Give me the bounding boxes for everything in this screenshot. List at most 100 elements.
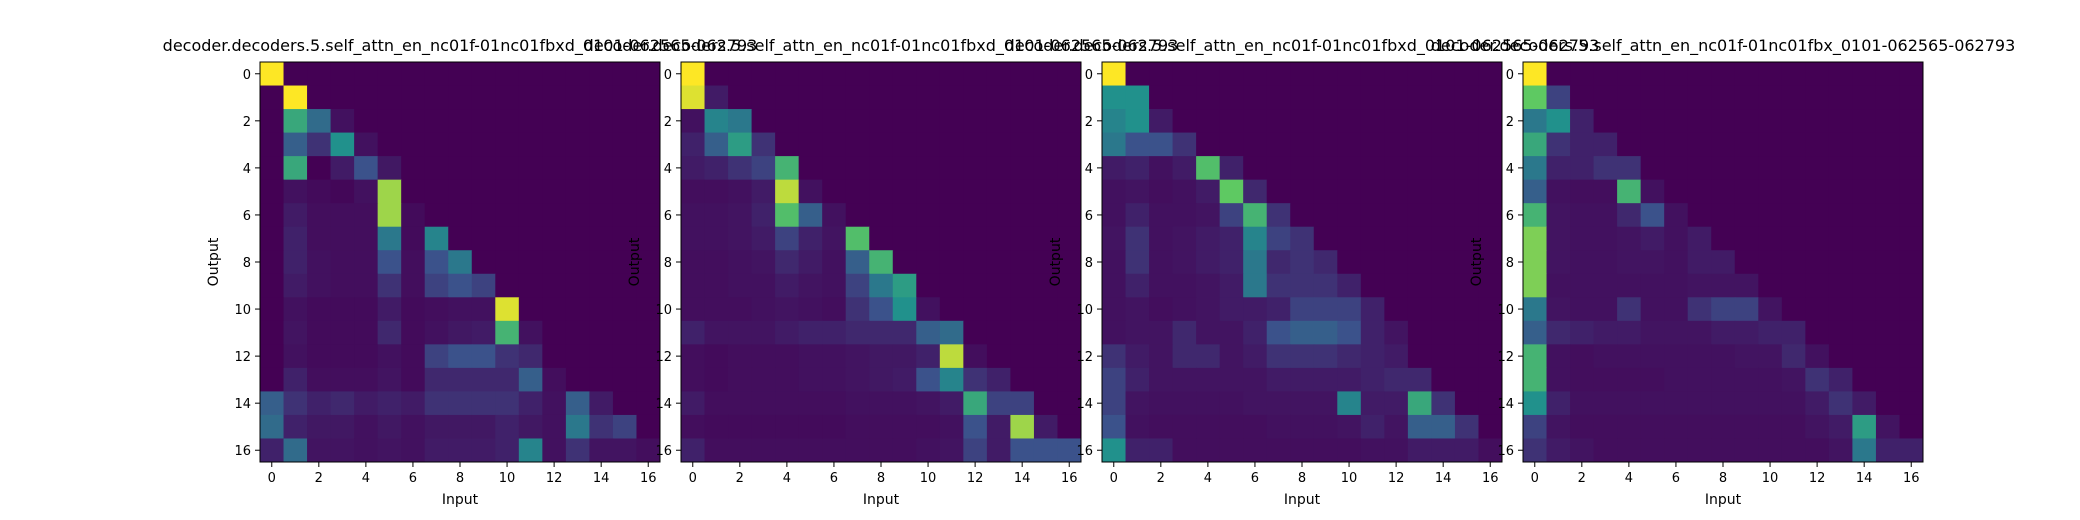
heatmap-cell [1172, 156, 1197, 181]
heatmap-cell [728, 414, 753, 439]
heatmap-cell [542, 203, 567, 228]
heatmap-cell [1149, 320, 1174, 345]
heatmap-cell [1478, 179, 1503, 204]
heatmap-cell [1243, 273, 1268, 298]
heatmap-cell [798, 391, 823, 416]
y-tick-label: 4 [243, 162, 251, 177]
heatmap-cell [1196, 438, 1221, 463]
heatmap-cell [542, 344, 567, 369]
heatmap-cell [1243, 391, 1268, 416]
heatmap-cell [1010, 179, 1035, 204]
heatmap-cell [495, 273, 520, 298]
y-tick-label: 14 [655, 397, 672, 412]
heatmap-cell [728, 62, 753, 87]
heatmap-cell [1149, 62, 1174, 87]
heatmap-cell [751, 226, 776, 251]
heatmap-cell [1758, 367, 1783, 392]
heatmap-cell [892, 250, 917, 275]
heatmap-cell [1266, 203, 1291, 228]
heatmap-cell [542, 391, 567, 416]
heatmap-cell [377, 414, 402, 439]
heatmap-cell [1734, 344, 1759, 369]
heatmap-cell [1478, 391, 1503, 416]
heatmap-cell [448, 179, 473, 204]
heatmap-cell [892, 273, 917, 298]
heatmap-cell [354, 367, 379, 392]
heatmap-cell [401, 132, 426, 157]
heatmap-cell [1805, 438, 1830, 463]
heatmap-cell [1407, 438, 1432, 463]
heatmap-cell [939, 320, 964, 345]
heatmap-cell [1617, 132, 1642, 157]
heatmap-cell [1431, 250, 1456, 275]
heatmap-cell [1899, 367, 1924, 392]
heatmap-cell [1899, 297, 1924, 322]
heatmap-cell [1033, 320, 1058, 345]
heatmap-cell [1243, 367, 1268, 392]
heatmap-cell [1805, 132, 1830, 157]
heatmap-cell [1033, 179, 1058, 204]
heatmap-cell [1664, 109, 1689, 134]
heatmap-cell [1266, 344, 1291, 369]
heatmap-cell [636, 85, 661, 110]
heatmap-cell [845, 156, 870, 181]
heatmap-cell [939, 132, 964, 157]
heatmap-cell [542, 109, 567, 134]
chart-title: decoder.decoders.5.self_attn_en_nc01f-01… [584, 36, 1179, 56]
heatmap-cell [307, 203, 332, 228]
heatmap-cell [307, 438, 332, 463]
heatmap-cell [1828, 438, 1853, 463]
heatmap-cell [1313, 203, 1338, 228]
heatmap-cell [1734, 109, 1759, 134]
heatmap-cell [1478, 438, 1503, 463]
heatmap-cell [1102, 203, 1127, 228]
heatmap-cell [798, 179, 823, 204]
heatmap-cell [1149, 344, 1174, 369]
heatmap-cell [495, 250, 520, 275]
heatmap-cell [1219, 344, 1244, 369]
heatmap-cell [1687, 367, 1712, 392]
heatmap-cell [260, 226, 285, 251]
heatmap-cell [424, 132, 449, 157]
y-tick-label: 12 [234, 350, 251, 365]
heatmap-cell [1407, 85, 1432, 110]
heatmap-cell [775, 438, 800, 463]
heatmap-cell [1593, 226, 1618, 251]
heatmap-cell [589, 320, 614, 345]
heatmap-cell [1149, 156, 1174, 181]
heatmap-cell [1758, 250, 1783, 275]
heatmap-cell [1243, 250, 1268, 275]
heatmap-cell [1875, 203, 1900, 228]
heatmap-cell [986, 297, 1011, 322]
heatmap-cell [1431, 179, 1456, 204]
heatmap-cell [1899, 156, 1924, 181]
heatmap-cell [1617, 367, 1642, 392]
heatmap-cell [939, 250, 964, 275]
heatmap-cell [1149, 179, 1174, 204]
heatmap-cell [728, 250, 753, 275]
heatmap-cell [612, 438, 637, 463]
heatmap-cell [892, 109, 917, 134]
heatmap-cell [1711, 391, 1736, 416]
y-tick-label: 0 [1085, 68, 1093, 83]
heatmap-cell [775, 273, 800, 298]
heatmap-cell [986, 226, 1011, 251]
heatmap-cell [1407, 156, 1432, 181]
heatmap-cell [1149, 414, 1174, 439]
heatmap-cell [1125, 344, 1150, 369]
heatmap-cell [1828, 273, 1853, 298]
heatmap-cell [1899, 344, 1924, 369]
heatmap-cell [448, 132, 473, 157]
heatmap-cell [1899, 203, 1924, 228]
heatmap-cell [1360, 226, 1385, 251]
heatmap-cell [330, 273, 355, 298]
heatmap-cell [1384, 132, 1409, 157]
x-tick-label: 16 [1903, 471, 1920, 486]
heatmap-cell [681, 391, 706, 416]
heatmap-cell [1478, 320, 1503, 345]
heatmap-cell [495, 367, 520, 392]
heatmap-cell [1523, 250, 1548, 275]
heatmap-cell [798, 367, 823, 392]
heatmap-cell [1758, 297, 1783, 322]
heatmap-cell [1546, 344, 1571, 369]
